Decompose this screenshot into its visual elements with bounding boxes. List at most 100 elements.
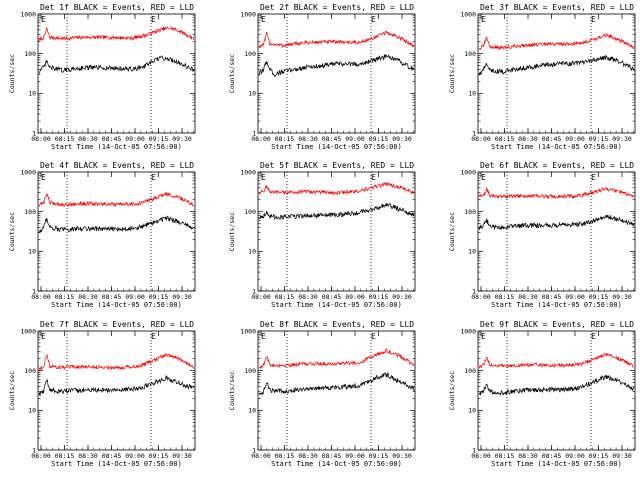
- x-tick-label: 09:00: [125, 452, 145, 460]
- x-tick-label: 08:00: [471, 293, 491, 301]
- events-series-line: [478, 54, 635, 76]
- x-axis-label: Start Time (14-Oct-05 07:56:00): [491, 301, 622, 309]
- marker-e-label: E: [481, 332, 486, 341]
- marker-e-label: E: [371, 332, 376, 341]
- plot-frame: [37, 330, 196, 451]
- y-tick-label: 1000: [460, 168, 476, 176]
- x-axis-label: Start Time (14-Oct-05 07:56:00): [51, 143, 182, 151]
- marker-e-label: E: [151, 15, 156, 24]
- x-tick-label: 08:45: [542, 135, 562, 143]
- panel-title: Det 1f BLACK = Events, RED = LLD: [40, 3, 194, 12]
- y-axis-label: Counts/sec: [8, 54, 16, 93]
- detector-panel: Det 1f BLACK = Events, RED = LLD 1 10 100 10…: [8, 3, 196, 151]
- lld-series-line: [258, 30, 415, 49]
- x-tick-label: 08:30: [78, 135, 98, 143]
- y-tick-label: 1: [32, 446, 36, 454]
- x-tick-label: 09:15: [589, 452, 609, 460]
- x-tick-label: 09:15: [589, 293, 609, 301]
- y-tick-label: 10: [28, 90, 36, 98]
- lld-series-line: [478, 186, 635, 200]
- x-tick-label: 09:15: [149, 135, 169, 143]
- x-tick-label: 09:15: [369, 452, 389, 460]
- x-tick-label: 09:00: [345, 293, 365, 301]
- x-tick-label: 09:30: [612, 293, 632, 301]
- marker-e-label: E: [261, 173, 266, 182]
- x-tick-label: 08:30: [78, 293, 98, 301]
- events-series-line: [258, 202, 415, 221]
- detector-panel: Det 9f BLACK = Events, RED = LLD 1 10 100 10…: [448, 320, 636, 468]
- marker-e-label: E: [261, 15, 266, 24]
- lld-series-line: [258, 348, 415, 370]
- detector-panel: Det 6f BLACK = Events, RED = LLD 1 10 100 10…: [448, 161, 636, 309]
- y-tick-label: 1: [472, 129, 476, 137]
- x-tick-label: 09:15: [589, 135, 609, 143]
- plot-frame: [257, 13, 416, 134]
- y-tick-label: 100: [244, 50, 256, 58]
- events-series-line: [38, 374, 195, 397]
- x-tick-label: 08:30: [78, 452, 98, 460]
- detector-panel: Det 3f BLACK = Events, RED = LLD 1 10 100 10…: [448, 3, 636, 151]
- x-tick-label: 08:00: [31, 293, 51, 301]
- panel-title: Det 6f BLACK = Events, RED = LLD: [480, 161, 634, 170]
- marker-e-label: E: [261, 332, 266, 341]
- x-tick-label: 08:15: [55, 135, 75, 143]
- x-tick-label: 08:45: [322, 135, 342, 143]
- x-axis-label: Start Time (14-Oct-05 07:56:00): [51, 460, 182, 468]
- x-tick-label: 09:00: [565, 452, 585, 460]
- x-tick-label: 08:15: [275, 452, 295, 460]
- y-tick-label: 1000: [20, 10, 36, 18]
- x-tick-label: 08:00: [471, 452, 491, 460]
- x-tick-label: 09:00: [125, 293, 145, 301]
- marker-e-label: E: [481, 173, 486, 182]
- plot-frame: [477, 13, 636, 134]
- y-axis-label: Counts/sec: [228, 212, 236, 251]
- detector-panel: Det 5f BLACK = Events, RED = LLD 1 10 100 10…: [228, 161, 416, 309]
- lld-series-line: [258, 181, 415, 196]
- plot-frame: [257, 171, 416, 292]
- x-tick-label: 08:15: [55, 293, 75, 301]
- x-tick-label: 08:15: [55, 452, 75, 460]
- plot-frame: [477, 171, 636, 292]
- events-series-line: [478, 214, 635, 231]
- y-tick-label: 1: [32, 287, 36, 295]
- x-tick-label: 09:30: [172, 293, 192, 301]
- x-tick-label: 09:30: [172, 452, 192, 460]
- events-series-line: [258, 54, 415, 78]
- y-axis-label: Counts/sec: [448, 371, 456, 410]
- plot-frame: [37, 13, 196, 134]
- x-tick-label: 09:00: [345, 452, 365, 460]
- lld-series-line: [478, 353, 635, 369]
- lld-series-line: [478, 33, 635, 51]
- y-tick-label: 1: [252, 446, 256, 454]
- x-tick-label: 09:15: [369, 293, 389, 301]
- marker-e-label: E: [591, 332, 596, 341]
- marker-e-label: E: [151, 173, 156, 182]
- y-tick-label: 1: [252, 129, 256, 137]
- y-tick-label: 1000: [240, 327, 256, 335]
- events-series-line: [478, 374, 635, 396]
- x-tick-label: 09:30: [392, 293, 412, 301]
- marker-e-label: E: [41, 173, 46, 182]
- detector-panel: Det 2f BLACK = Events, RED = LLD 1 10 100 10…: [228, 3, 416, 151]
- plot-frame: [257, 330, 416, 451]
- y-tick-label: 1000: [20, 168, 36, 176]
- x-tick-label: 08:45: [322, 293, 342, 301]
- x-tick-label: 08:45: [102, 452, 122, 460]
- x-tick-label: 09:00: [565, 293, 585, 301]
- events-series-line: [258, 372, 415, 396]
- lld-series-line: [38, 352, 195, 372]
- x-tick-label: 08:15: [275, 293, 295, 301]
- panel-title: Det 9f BLACK = Events, RED = LLD: [480, 320, 634, 329]
- y-axis-label: Counts/sec: [448, 54, 456, 93]
- panel-title: Det 8f BLACK = Events, RED = LLD: [260, 320, 414, 329]
- x-tick-label: 08:30: [518, 293, 538, 301]
- y-tick-label: 1: [32, 129, 36, 137]
- x-axis-label: Start Time (14-Oct-05 07:56:00): [491, 460, 622, 468]
- events-series-line: [38, 55, 195, 74]
- x-tick-label: 08:00: [471, 135, 491, 143]
- x-tick-label: 08:00: [251, 135, 271, 143]
- x-axis-label: Start Time (14-Oct-05 07:56:00): [51, 301, 182, 309]
- x-tick-label: 08:45: [542, 452, 562, 460]
- marker-e-label: E: [591, 173, 596, 182]
